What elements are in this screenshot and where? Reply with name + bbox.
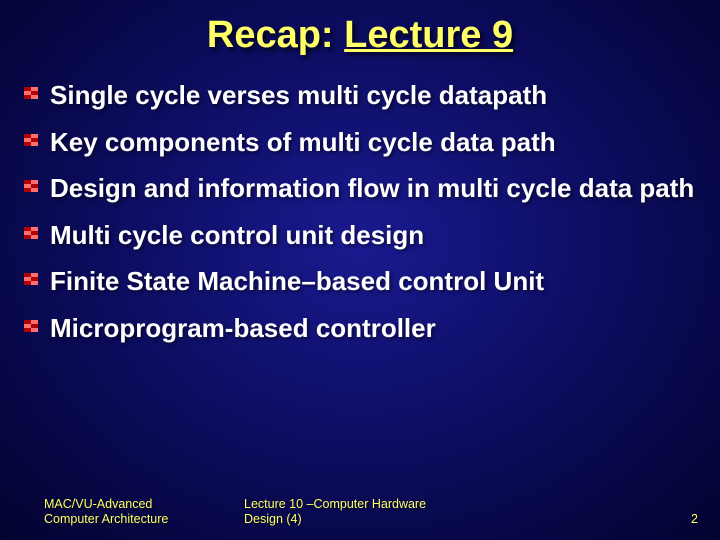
list-item: Key components of multi cycle data path — [24, 126, 696, 159]
slide-footer: MAC/VU-Advanced Computer Architecture Le… — [0, 497, 720, 528]
bullet-list: Single cycle verses multi cycle datapath… — [24, 79, 696, 344]
footer-left: MAC/VU-Advanced Computer Architecture — [44, 497, 244, 528]
list-item: Multi cycle control unit design — [24, 219, 696, 252]
list-item: Design and information flow in multi cyc… — [24, 172, 696, 205]
page-number: 2 — [691, 512, 698, 528]
footer-mid-line1: Lecture 10 –Computer Hardware — [244, 497, 426, 511]
footer-mid-line2: Design (4) — [244, 512, 302, 526]
footer-left-line1: MAC/VU-Advanced — [44, 497, 152, 511]
footer-left-line2: Computer Architecture — [44, 512, 168, 526]
list-item: Finite State Machine–based control Unit — [24, 265, 696, 298]
list-item: Single cycle verses multi cycle datapath — [24, 79, 696, 112]
footer-middle: Lecture 10 –Computer Hardware Design (4) — [244, 497, 504, 528]
title-prefix: Recap: — [207, 14, 334, 56]
list-item: Microprogram-based controller — [24, 312, 696, 345]
slide-title: Recap: Lecture 9 — [0, 0, 720, 57]
title-rest: Lecture 9 — [344, 14, 513, 56]
